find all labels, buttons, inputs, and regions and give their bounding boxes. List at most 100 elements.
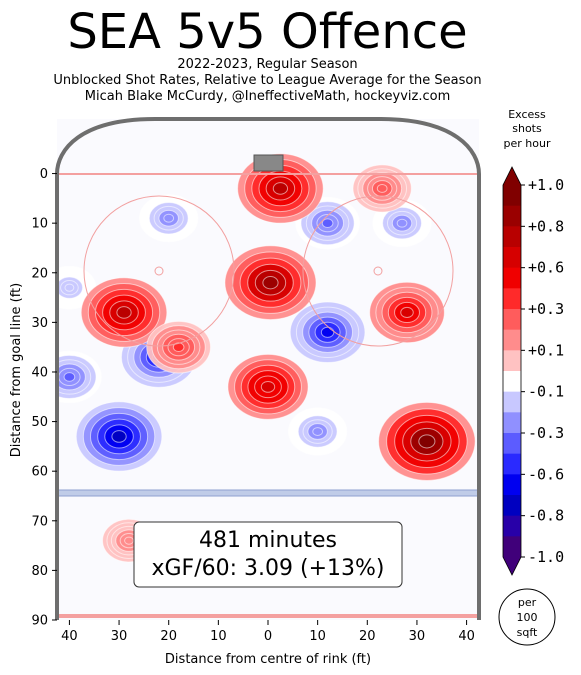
colorbar-band: [503, 371, 521, 393]
hot-spot-contour: [262, 276, 279, 290]
x-axis: 40 30 20 10 0 10 20 30 40: [61, 620, 475, 644]
x-tick-label: 30: [409, 629, 426, 644]
y-tick-label: 20: [31, 266, 48, 281]
colorbar-band: [503, 247, 521, 269]
hot-spot-contour: [116, 306, 132, 319]
colorbar-tick-label: -0.1: [528, 383, 564, 401]
cold-spot: [75, 401, 163, 472]
x-tick-label: 40: [61, 629, 78, 644]
cold-spot-contour: [321, 218, 334, 228]
rink-boards: [55, 117, 481, 620]
subtitle-author: Micah Blake McCurdy, @IneffectiveMath, h…: [84, 89, 451, 104]
cold-spot-contour: [163, 213, 175, 223]
unit-line-2: 100: [517, 611, 538, 624]
y-tick-label: 80: [31, 564, 48, 579]
colorbar-tick-label: +1.0: [528, 176, 564, 194]
blue-line: [57, 489, 479, 497]
y-tick-label: 50: [31, 415, 48, 430]
hot-spot-contour: [172, 342, 185, 352]
colorbar-extend-top: [503, 167, 521, 185]
colorbar-band: [503, 536, 521, 558]
hot-spot-contour: [376, 184, 388, 193]
colorbar: Excess shots per hour +1.0 +0.8 +0.6 +0.3 +0…: [502, 108, 564, 576]
colorbar-title-line-1: Excess: [508, 108, 546, 121]
cold-spot-contour: [396, 218, 408, 228]
colorbar-band: [503, 267, 521, 289]
x-tick-label: 20: [160, 629, 177, 644]
faceoff-circle-left: [83, 195, 235, 347]
colorbar-title-line-3: per hour: [504, 137, 551, 150]
cold-spot: [289, 301, 366, 364]
heatmap-layer: [57, 153, 476, 563]
goal-net: [253, 154, 284, 172]
y-tick-label: 40: [31, 365, 48, 380]
hot-spot: [352, 164, 412, 213]
colorbar-band: [503, 412, 521, 434]
hot-spot-contour: [418, 434, 436, 449]
rink-markings: [57, 173, 479, 618]
colorbar-tick-label: -0.8: [528, 507, 564, 525]
colorbar-tick-label: +0.3: [528, 300, 564, 318]
colorbar-band: [503, 391, 521, 413]
y-tick-label: 30: [31, 316, 48, 331]
hot-spot: [146, 320, 212, 374]
colorbar-tick-label: +0.8: [528, 217, 564, 235]
faceoff-dot-right: [373, 266, 383, 276]
page-title: SEA 5v5 Offence: [67, 4, 468, 60]
subtitle-season: 2022-2023, Regular Season: [177, 57, 358, 72]
unit-line-1: per: [518, 596, 537, 609]
subtitle-description: Unblocked Shot Rates, Relative to League…: [53, 73, 482, 88]
cold-spot-contour: [63, 372, 76, 382]
y-tick-label: 60: [31, 465, 48, 480]
y-tick-label: 10: [31, 217, 48, 232]
colorbar-band: [503, 288, 521, 310]
colorbar-extend-bottom: [503, 557, 521, 575]
hot-spot: [224, 245, 317, 321]
cold-spot-contour: [111, 430, 127, 443]
x-tick-label: 20: [359, 629, 376, 644]
y-tick-label: 0: [40, 167, 48, 182]
colorbar-band: [503, 350, 521, 372]
cold-spot: [57, 350, 102, 404]
cold-spot: [139, 194, 199, 243]
colorbar-tick-label: +0.6: [528, 259, 564, 277]
colorbar-band: [503, 185, 521, 207]
unit-line-3: sqft: [517, 626, 538, 639]
cold-spot-contour: [312, 427, 324, 436]
colorbar-band: [503, 453, 521, 475]
hot-spot: [80, 277, 168, 348]
unit-badge: per 100 sqft: [498, 588, 556, 646]
hot-spot: [369, 281, 445, 344]
hot-spot-contour: [260, 380, 276, 393]
hot-spot: [378, 401, 476, 482]
x-tick-label: 30: [111, 629, 128, 644]
y-tick-label: 70: [31, 514, 48, 529]
colorbar-band: [503, 309, 521, 331]
colorbar-band: [503, 433, 521, 455]
y-tick-label: 90: [31, 614, 48, 629]
hot-spot-contour: [400, 306, 414, 318]
x-tick-label: 40: [458, 629, 475, 644]
colorbar-tick-label: -1.0: [528, 548, 564, 566]
colorbar-band: [503, 515, 521, 537]
xgf-label: xGF/60: 3.09 (+13%): [151, 556, 384, 581]
colorbar-band: [503, 205, 521, 227]
faceoff-circle-right: [302, 195, 454, 347]
cold-spot: [287, 407, 348, 456]
cold-spot-contour: [64, 283, 75, 292]
colorbar-band: [503, 495, 521, 517]
hot-spot-contour: [124, 536, 134, 545]
cold-spot: [372, 199, 432, 248]
x-tick-label: 0: [264, 629, 272, 644]
x-tick-label: 10: [210, 629, 227, 644]
colorbar-tick-label: +0.1: [528, 341, 564, 359]
hot-spot-contour: [272, 182, 289, 195]
colorbar-tick-label: -0.6: [528, 465, 564, 483]
y-axis-label: Distance from goal line (ft): [9, 283, 24, 457]
colorbar-tick-label: -0.3: [528, 424, 564, 442]
colorbar-band: [503, 329, 521, 351]
summary-box: 481 minutes xGF/60: 3.09 (+13%): [133, 521, 403, 588]
colorbar-band: [503, 226, 521, 248]
minutes-label: 481 minutes: [199, 528, 337, 553]
